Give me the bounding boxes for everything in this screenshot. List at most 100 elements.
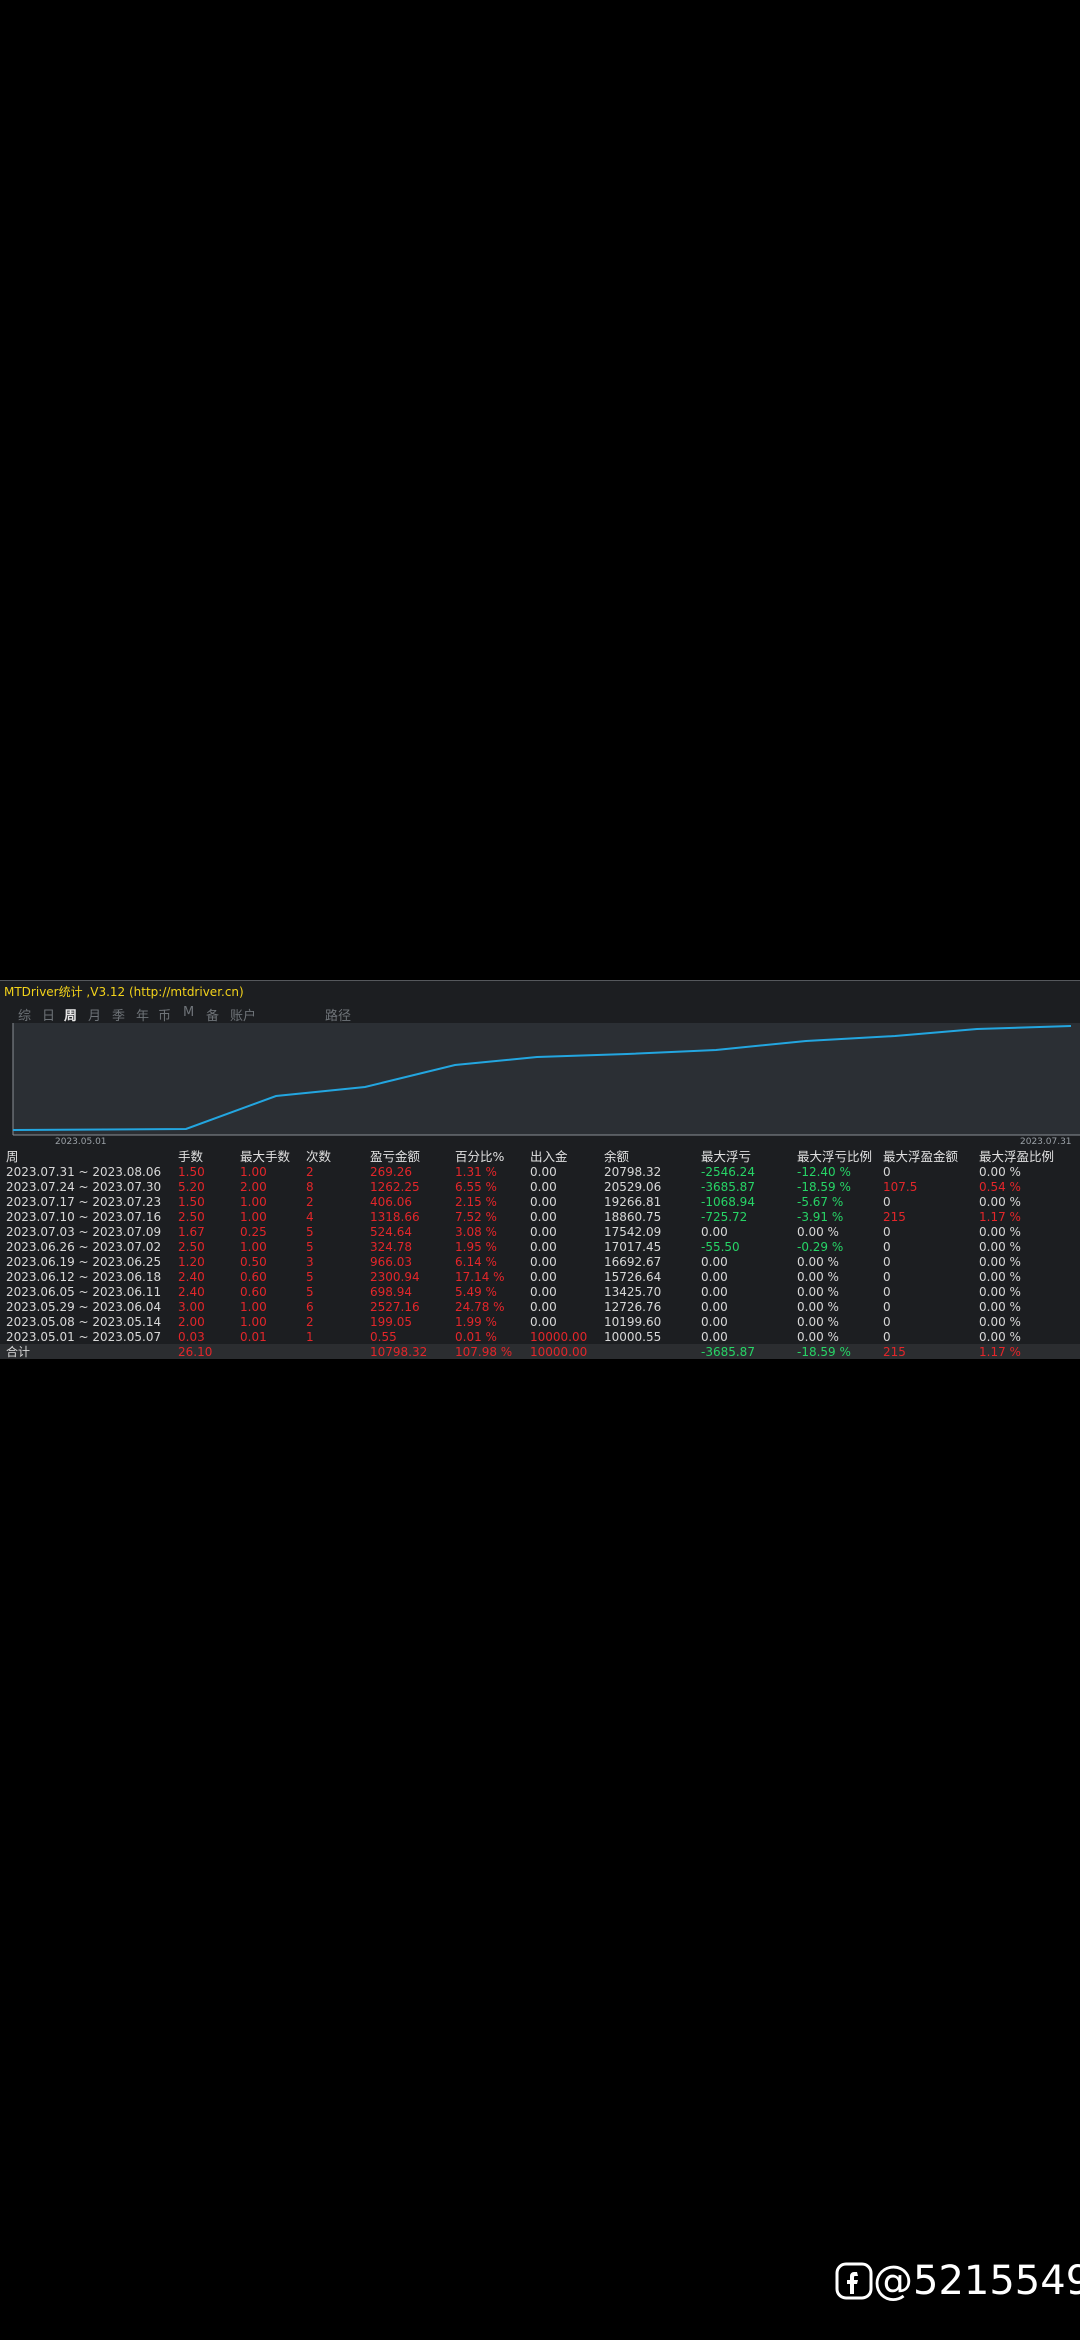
total-cell: -18.59 % (797, 1345, 851, 1359)
watermark: @5215549 (835, 2258, 1080, 2304)
tab[interactable]: 备 (206, 1009, 220, 1024)
column-header: 盈亏金额 (370, 1149, 421, 1164)
table-cell: 0.00 % (979, 1240, 1021, 1254)
table-cell: 199.05 (370, 1315, 412, 1329)
table-cell: 0.00 (530, 1270, 557, 1284)
table-cell: 0.25 (240, 1225, 267, 1239)
table-cell: 20798.32 (604, 1165, 662, 1179)
table-cell: 2023.06.26 ~ 2023.07.02 (6, 1240, 162, 1254)
table-cell: 0.00 % (979, 1270, 1021, 1284)
chart-end-date: 2023.07.31 (1020, 1137, 1072, 1145)
app-title: MTDriver统计 ,V3.12 (http://mtdriver.cn) (4, 985, 244, 999)
table-cell: 0.00 (701, 1270, 728, 1284)
table-cell: 2023.05.01 ~ 2023.05.07 (6, 1330, 162, 1344)
tab[interactable]: 周 (64, 1009, 78, 1024)
table-cell: 5 (306, 1285, 314, 1299)
tab[interactable]: 综 (18, 1009, 32, 1024)
table-cell: 698.94 (370, 1285, 412, 1299)
table-cell: 13425.70 (604, 1285, 662, 1299)
table-cell: 0.00 (530, 1225, 557, 1239)
column-header: 周 (6, 1149, 19, 1164)
table-cell: 0.54 % (979, 1180, 1021, 1194)
table-cell: 0.00 % (979, 1330, 1021, 1344)
table-cell: 17.14 % (455, 1270, 505, 1284)
column-header: 最大浮盈比例 (979, 1149, 1055, 1164)
table-cell: 0.01 % (455, 1330, 497, 1344)
total-cell: 10000.00 (530, 1345, 588, 1359)
table-cell: 215 (883, 1210, 906, 1224)
table-cell: 406.06 (370, 1195, 412, 1209)
table-cell: 24.78 % (455, 1300, 505, 1314)
table-cell: 2023.07.17 ~ 2023.07.23 (6, 1195, 162, 1209)
table-cell: 0.00 (701, 1285, 728, 1299)
column-header: 最大手数 (240, 1149, 291, 1164)
column-header: 最大浮亏 (701, 1149, 752, 1164)
table-cell: -725.72 (701, 1210, 748, 1224)
column-header: 最大浮亏比例 (797, 1149, 873, 1164)
table-cell: 10199.60 (604, 1315, 662, 1329)
table-cell: 0.00 (530, 1255, 557, 1269)
table-cell: 10000.55 (604, 1330, 662, 1344)
watermark-icon (835, 2262, 873, 2300)
tab[interactable]: 路径 (325, 1009, 352, 1024)
table-cell: 1.95 % (455, 1240, 497, 1254)
table-cell: 0.01 (240, 1330, 267, 1344)
table-cell: 0.00 (701, 1315, 728, 1329)
table-cell: 0 (883, 1285, 891, 1299)
chart-start-date: 2023.05.01 (55, 1137, 107, 1145)
table-cell: 12726.76 (604, 1300, 662, 1314)
table-cell: 1.67 (178, 1225, 205, 1239)
column-header: 手数 (178, 1149, 204, 1164)
table-cell: 3.00 (178, 1300, 205, 1314)
table-cell: 324.78 (370, 1240, 412, 1254)
table-cell: 6.55 % (455, 1180, 497, 1194)
table-cell: 0.50 (240, 1255, 267, 1269)
table-cell: 3 (306, 1255, 314, 1269)
table-cell: 0.00 (530, 1315, 557, 1329)
table-cell: 0.00 % (797, 1330, 839, 1344)
table-cell: 0.03 (178, 1330, 205, 1344)
table-cell: 0.00 (530, 1180, 557, 1194)
table-cell: 0.00 % (797, 1300, 839, 1314)
table-cell: 2.50 (178, 1210, 205, 1224)
table-cell: 1.99 % (455, 1315, 497, 1329)
table-cell: 6 (306, 1300, 314, 1314)
tab[interactable]: 币 (158, 1009, 172, 1024)
table-cell: 269.26 (370, 1165, 412, 1179)
table-cell: 6.14 % (455, 1255, 497, 1269)
column-header: 次数 (306, 1149, 332, 1164)
table-cell: 0.00 (701, 1255, 728, 1269)
table-cell: 2023.06.05 ~ 2023.06.11 (6, 1285, 162, 1299)
table-cell: 1 (306, 1330, 314, 1344)
table-cell: 1318.66 (370, 1210, 420, 1224)
table-cell: 0.00 (701, 1330, 728, 1344)
tab[interactable]: 账户 (230, 1009, 257, 1024)
table-cell: 0.00 % (979, 1195, 1021, 1209)
table-cell: 2023.07.24 ~ 2023.07.30 (6, 1180, 162, 1194)
table-cell: 0.00 % (797, 1285, 839, 1299)
total-cell: 1.17 % (979, 1345, 1021, 1359)
tab[interactable]: 日 (42, 1009, 56, 1024)
table-cell: 1.00 (240, 1300, 267, 1314)
tab[interactable]: M (183, 1005, 195, 1020)
tab[interactable]: 年 (136, 1009, 150, 1024)
table-cell: 0.00 % (979, 1285, 1021, 1299)
column-header: 最大浮盈金额 (883, 1149, 959, 1164)
tab[interactable]: 月 (88, 1009, 102, 1024)
table-cell: 2023.07.03 ~ 2023.07.09 (6, 1225, 162, 1239)
table-cell: 10000.00 (530, 1330, 588, 1344)
column-header: 百分比% (455, 1149, 505, 1164)
table-cell: 0 (883, 1300, 891, 1314)
tab[interactable]: 季 (112, 1009, 126, 1024)
table-cell: -18.59 % (797, 1180, 851, 1194)
table-cell: 1.00 (240, 1210, 267, 1224)
table-cell: 2023.06.12 ~ 2023.06.18 (6, 1270, 162, 1284)
table-cell: 0.00 (530, 1210, 557, 1224)
table-cell: 4 (306, 1210, 314, 1224)
table-cell: 1.00 (240, 1315, 267, 1329)
table-cell: 1.17 % (979, 1210, 1021, 1224)
total-cell: 215 (883, 1345, 906, 1359)
table-cell: 5 (306, 1240, 314, 1254)
table-cell: 2 (306, 1315, 314, 1329)
